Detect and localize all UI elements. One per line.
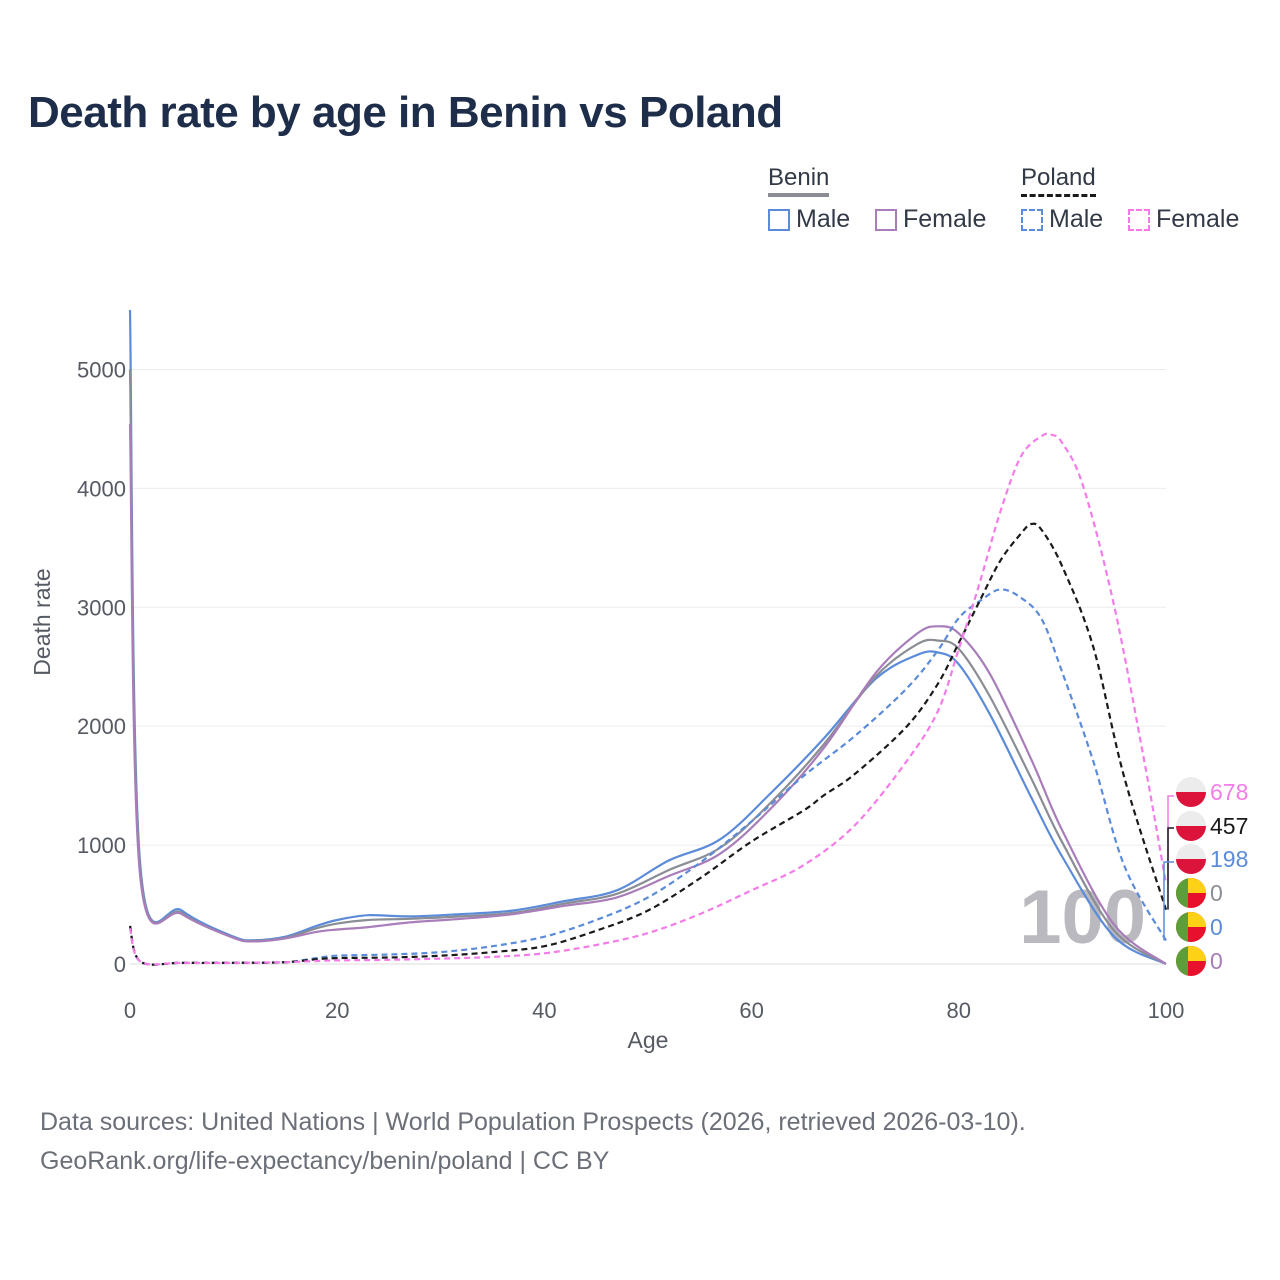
legend-item-benin-female[interactable]: Female (875, 205, 986, 234)
end-connector (1167, 827, 1174, 910)
y-tick-label: 3000 (77, 595, 126, 620)
legend-swatch-benin-male (768, 208, 790, 231)
end-label-value: 198 (1210, 846, 1248, 872)
end-connector (1163, 861, 1174, 941)
legend-item-poland-male[interactable]: Male (1021, 205, 1103, 234)
y-tick-label: 2000 (77, 714, 126, 739)
legend-item-benin-female-label: Female (903, 205, 987, 233)
series-line-benin-both[interactable] (128, 369, 1167, 965)
legend-group-poland-label: Poland (1021, 164, 1096, 191)
chart-plot-area: 100 0 1000 2000 3000 4000 5000 0 20 40 60 80 100 67… (29, 309, 1248, 1053)
y-tick-label: 1000 (77, 833, 126, 858)
legend-group-benin: Benin (768, 164, 830, 197)
legend-group-poland-line (1021, 194, 1096, 197)
end-label-benin-flag (1176, 878, 1206, 908)
end-label-value: 0 (1210, 914, 1223, 940)
x-tick-label: 0 (124, 998, 136, 1023)
x-tick-label: 80 (947, 998, 971, 1023)
x-tick-label: 60 (739, 998, 763, 1023)
legend-group-benin-line (768, 193, 830, 197)
legend-group-benin-label: Benin (768, 164, 830, 191)
y-tick-label: 4000 (77, 476, 126, 501)
legend-swatch-benin-female (875, 208, 897, 231)
x-tick-label: 40 (532, 998, 556, 1023)
y-tick-label: 5000 (77, 357, 126, 382)
series-line-benin-male[interactable] (128, 309, 1167, 965)
series-lines (128, 309, 1168, 966)
y-axis-label: Death rate (29, 568, 55, 675)
series-line-benin-female[interactable] (128, 424, 1167, 965)
series-line-poland-both[interactable] (128, 522, 1168, 966)
end-label-poland-flag (1176, 777, 1206, 807)
x-tick-label: 100 (1148, 998, 1185, 1023)
axis-ticks: 0 1000 2000 3000 4000 5000 0 20 40 60 80 100 (77, 357, 1184, 1023)
end-label-benin-flag (1176, 946, 1206, 976)
end-label-benin-flag (1176, 912, 1206, 942)
series-line-poland-male[interactable] (128, 588, 1167, 966)
end-label-value: 0 (1210, 948, 1223, 974)
end-labels: 678 457 198 0 0 0 (1163, 777, 1248, 976)
legend-item-poland-female-label: Female (1156, 205, 1240, 233)
end-label-value: 678 (1210, 779, 1248, 805)
legend-swatch-poland-female (1128, 208, 1150, 231)
legend-item-poland-male-label: Male (1049, 205, 1104, 233)
footer-link[interactable]: GeoRank.org/life-expectancy/benin/poland… (40, 1147, 610, 1175)
end-connector (1167, 795, 1174, 884)
legend-swatch-poland-male (1021, 208, 1043, 231)
end-label-value: 0 (1210, 880, 1223, 906)
footer-sources: Data sources: United Nations | World Pop… (40, 1108, 1026, 1136)
legend-group-poland: Poland (1021, 164, 1096, 197)
x-axis-label: Age (628, 1027, 669, 1053)
chart-title: Death rate by age in Benin vs Poland (28, 88, 783, 137)
legend-item-benin-male-label: Male (796, 205, 851, 233)
legend-item-poland-female[interactable]: Female (1128, 205, 1239, 234)
x-tick-label: 20 (325, 998, 349, 1023)
legend-item-benin-male[interactable]: Male (768, 205, 850, 234)
y-tick-label: 0 (114, 952, 126, 977)
end-label-poland-flag (1176, 811, 1206, 841)
series-line-poland-female[interactable] (128, 432, 1168, 966)
end-label-value: 457 (1210, 813, 1248, 839)
end-label-poland-flag (1176, 844, 1206, 874)
gridlines (130, 368, 1166, 965)
